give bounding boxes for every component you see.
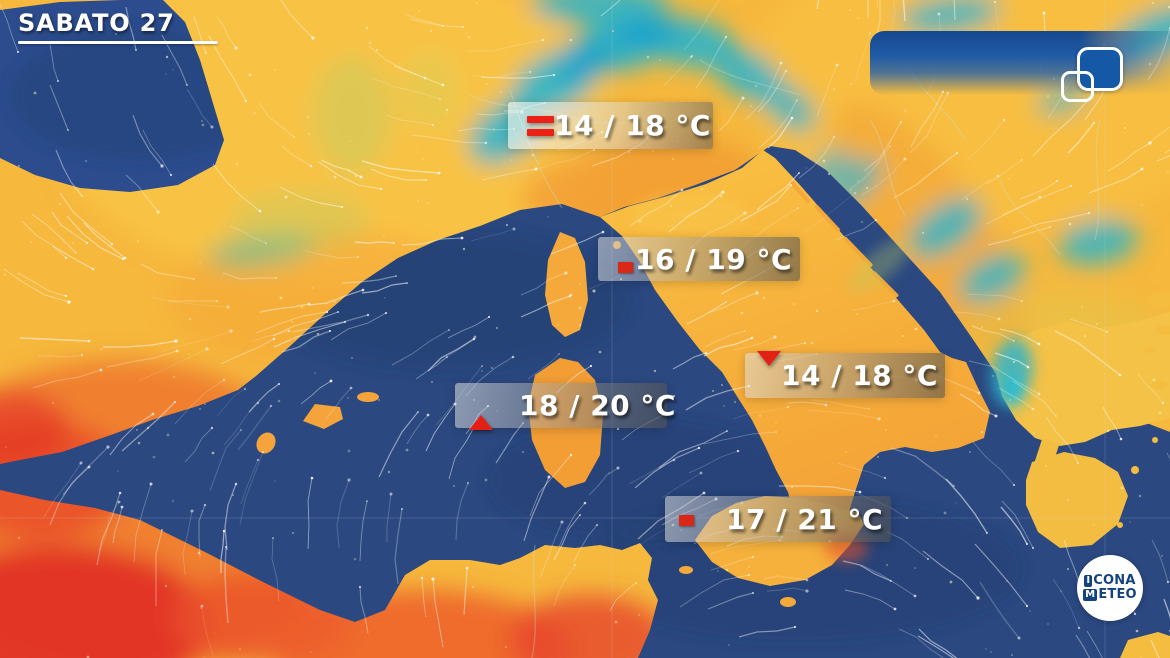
date-banner-underline (18, 41, 218, 44)
city-marker-icon (618, 262, 633, 273)
date-banner-label: SABATO 27 (18, 9, 175, 37)
temperature-value: 18 / 20 °C (519, 389, 676, 422)
arrow-down-trend-icon (757, 351, 781, 385)
logo-m-block-icon: M (1083, 589, 1098, 601)
equals-trend-icon (527, 115, 554, 136)
forecast-label-sardinia: 18 / 20 °C (455, 383, 675, 430)
logo-line-2: M ETEO (1083, 588, 1137, 602)
logo-i-block-icon: I (1084, 575, 1093, 587)
logo-line-1-text: CONA (1093, 573, 1136, 588)
logo-line-2-text: ETEO (1098, 587, 1137, 602)
temperature-value: 14 / 18 °C (554, 109, 711, 142)
brand-square-icon (1077, 47, 1123, 91)
temperature-value: 14 / 18 °C (781, 359, 938, 392)
forecast-label-sicily: 17 / 21 °C (665, 496, 891, 542)
forecast-label-center: 16 / 19 °C (598, 237, 800, 281)
brand-square-outline-icon (1061, 71, 1094, 102)
temperature-value: 17 / 21 °C (726, 502, 883, 536)
terrain-tint-layer (630, 195, 1033, 562)
arrow-up-trend-icon (469, 396, 493, 430)
date-banner (870, 31, 1170, 95)
forecast-label-north: 14 / 18 °C (508, 102, 713, 149)
forecast-label-south: 14 / 18 °C (745, 351, 945, 398)
temperature-value: 16 / 19 °C (635, 242, 792, 276)
city-marker-icon (679, 515, 694, 526)
icona-meteo-logo: I CONA M ETEO (1077, 555, 1143, 621)
logo-line-1: I CONA (1084, 574, 1135, 588)
